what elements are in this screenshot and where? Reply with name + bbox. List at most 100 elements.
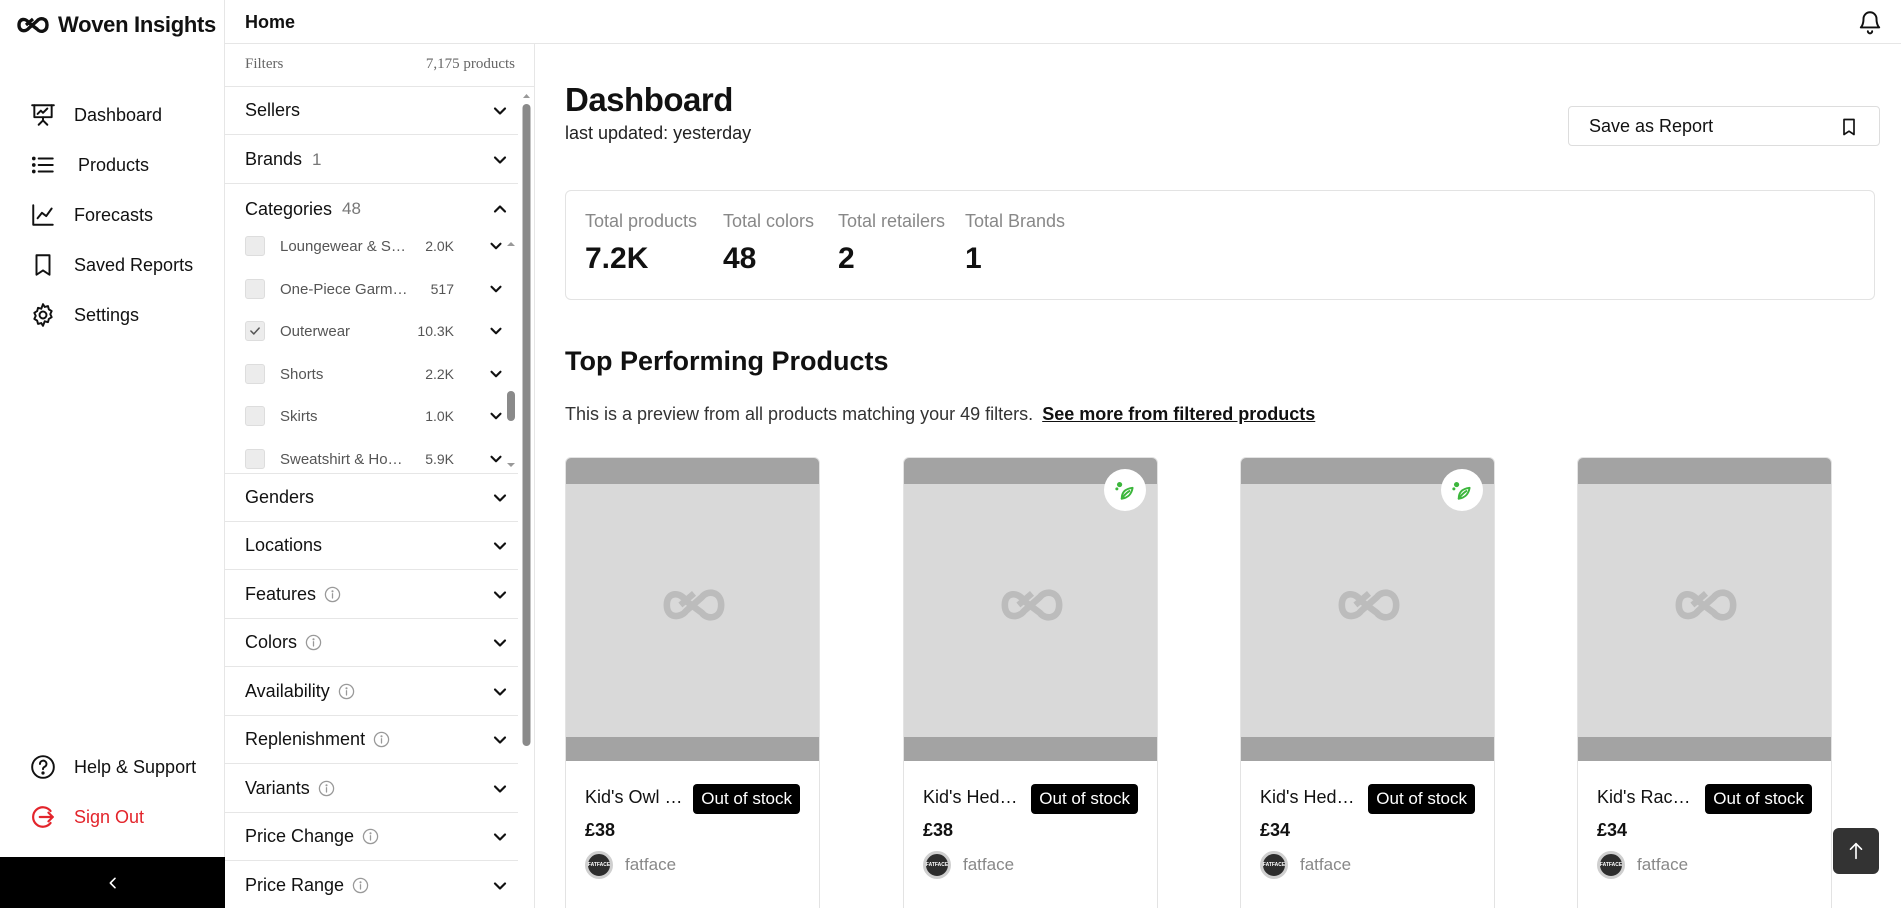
- filter-section-sellers[interactable]: Sellers: [225, 87, 518, 135]
- woven-logo-icon: [663, 589, 725, 621]
- category-row[interactable]: Sweatshirt & Hoodie 5.9K: [245, 444, 505, 473]
- woven-logo-icon: [1001, 589, 1063, 621]
- category-checkbox[interactable]: [245, 406, 265, 426]
- chevron-down-icon[interactable]: [487, 322, 505, 340]
- seller-name: fatface: [625, 855, 677, 874]
- info-icon[interactable]: [373, 731, 390, 748]
- chevron-down-icon[interactable]: [487, 450, 505, 468]
- seller-name: fatface: [1300, 855, 1352, 874]
- nav-label: Saved Reports: [74, 254, 194, 275]
- chevron-down-icon: [493, 639, 507, 647]
- filter-section-features[interactable]: Features: [225, 571, 518, 619]
- product-name: Kid's Owl Hoodie: [585, 787, 685, 807]
- stat-value: 7.2K: [585, 242, 649, 275]
- filter-section-locations[interactable]: Locations: [225, 522, 518, 570]
- nav-label: Dashboard: [74, 104, 163, 125]
- chevron-down-icon: [493, 107, 507, 115]
- category-name: Shorts: [280, 365, 324, 383]
- filter-section-categories[interactable]: Categories 48: [225, 185, 518, 233]
- chevron-down-icon: [493, 156, 507, 164]
- filters-scrollbar[interactable]: [520, 88, 533, 908]
- product-price: £34: [1260, 820, 1291, 840]
- info-icon[interactable]: [324, 586, 341, 603]
- chevron-down-icon: [493, 833, 507, 841]
- product-card[interactable]: Kid's Raccoon Coat Out of stock £34 FATF…: [1577, 457, 1832, 908]
- product-image-placeholder: [1578, 458, 1831, 761]
- filter-section-price-change[interactable]: Price Change: [225, 813, 518, 861]
- eco-badge: [1441, 469, 1483, 511]
- nav-item-products[interactable]: Products: [30, 150, 149, 180]
- see-more-link[interactable]: See more from filtered products: [1042, 404, 1316, 424]
- preview-text: This is a preview from all products matc…: [565, 404, 1315, 425]
- info-icon[interactable]: [352, 877, 369, 894]
- filter-section-brands[interactable]: Brands 1: [225, 136, 518, 184]
- category-checkbox-checked[interactable]: [245, 321, 265, 341]
- filter-section-variants[interactable]: Variants: [225, 765, 518, 813]
- filter-section-replenishment[interactable]: Replenishment: [225, 716, 518, 764]
- arrow-up-icon: [1849, 842, 1863, 860]
- category-name: One-Piece Garments: [280, 280, 408, 298]
- filter-label: Price Change: [245, 826, 355, 846]
- app-logo[interactable]: Woven Insights: [16, 10, 216, 40]
- status-badge: Out of stock: [693, 784, 800, 814]
- woven-logo-icon: [17, 16, 49, 34]
- nav-item-saved-reports[interactable]: Saved Reports: [30, 250, 193, 280]
- info-icon[interactable]: [305, 634, 322, 651]
- filters-title: Filters: [245, 56, 284, 72]
- top-header: Home: [225, 0, 1901, 44]
- product-card[interactable]: Kid's Hedgehog Coat Out of stock £38 FAT…: [903, 457, 1158, 908]
- category-name: Outerwear: [280, 322, 351, 340]
- seller-avatar: FATFACE: [923, 851, 951, 879]
- category-checkbox[interactable]: [245, 449, 265, 469]
- info-icon[interactable]: [338, 683, 355, 700]
- category-row[interactable]: Loungewear & Sleepwear 2.0K: [245, 231, 505, 261]
- chevron-down-icon[interactable]: [487, 407, 505, 425]
- page-title: Dashboard: [565, 81, 733, 118]
- filter-label: Sellers: [245, 100, 301, 120]
- filter-section-price-range[interactable]: Price Range: [225, 862, 518, 908]
- chevron-down-icon: [493, 542, 507, 550]
- nav-item-forecasts[interactable]: Forecasts: [30, 200, 153, 230]
- stat-total-retailers: Total retailers 2: [838, 211, 945, 276]
- product-card[interactable]: Kid's Hedgehog Jacket Out of stock £34 F…: [1240, 457, 1495, 908]
- breadcrumb[interactable]: Home: [245, 12, 296, 32]
- filter-label: Locations: [245, 535, 323, 555]
- filter-section-colors[interactable]: Colors: [225, 619, 518, 667]
- nav-item-dashboard[interactable]: Dashboard: [30, 100, 162, 130]
- scroll-to-top-button[interactable]: [1833, 828, 1879, 874]
- category-row[interactable]: One-Piece Garments 517: [245, 274, 505, 304]
- category-checkbox[interactable]: [245, 364, 265, 384]
- category-row[interactable]: Skirts 1.0K: [245, 401, 505, 431]
- filter-section-availability[interactable]: Availability: [225, 668, 518, 716]
- nav-item-settings[interactable]: Settings: [30, 300, 139, 330]
- chevron-down-icon[interactable]: [487, 237, 505, 255]
- category-row[interactable]: Shorts 2.2K: [245, 359, 505, 389]
- sign-out-label: Sign Out: [74, 806, 145, 827]
- filter-count: 48: [342, 199, 361, 218]
- collapse-sidebar-button[interactable]: [0, 857, 225, 908]
- stat-label: Total colors: [723, 211, 815, 231]
- info-icon[interactable]: [318, 780, 335, 797]
- category-checkbox[interactable]: [245, 279, 265, 299]
- stat-value: 1: [965, 242, 982, 275]
- stat-label: Total products: [585, 211, 698, 231]
- category-row[interactable]: Outerwear 10.3K: [245, 316, 505, 346]
- list-icon: [31, 156, 54, 174]
- category-checkbox[interactable]: [245, 236, 265, 256]
- category-name: Sweatshirt & Hoodie: [280, 450, 408, 468]
- chevron-down-icon[interactable]: [487, 280, 505, 298]
- chevron-down-icon[interactable]: [487, 365, 505, 383]
- filter-section-genders[interactable]: Genders: [225, 474, 518, 522]
- bell-icon[interactable]: [1857, 9, 1883, 35]
- save-as-report-button[interactable]: Save as Report: [1568, 106, 1880, 146]
- sign-out-button[interactable]: Sign Out: [30, 802, 144, 832]
- categories-scrollbar[interactable]: [505, 229, 517, 474]
- nav-item-help[interactable]: Help & Support: [30, 752, 196, 782]
- status-badge: Out of stock: [1705, 784, 1812, 814]
- stats-summary-card: Total products 7.2K Total colors 48 Tota…: [565, 190, 1875, 300]
- help-label: Help & Support: [74, 756, 197, 777]
- filter-count: 1: [312, 149, 322, 169]
- stat-value: 48: [723, 242, 757, 275]
- info-icon[interactable]: [362, 828, 379, 845]
- product-card[interactable]: Kid's Owl Hoodie Out of stock £38 FATFAC…: [565, 457, 820, 908]
